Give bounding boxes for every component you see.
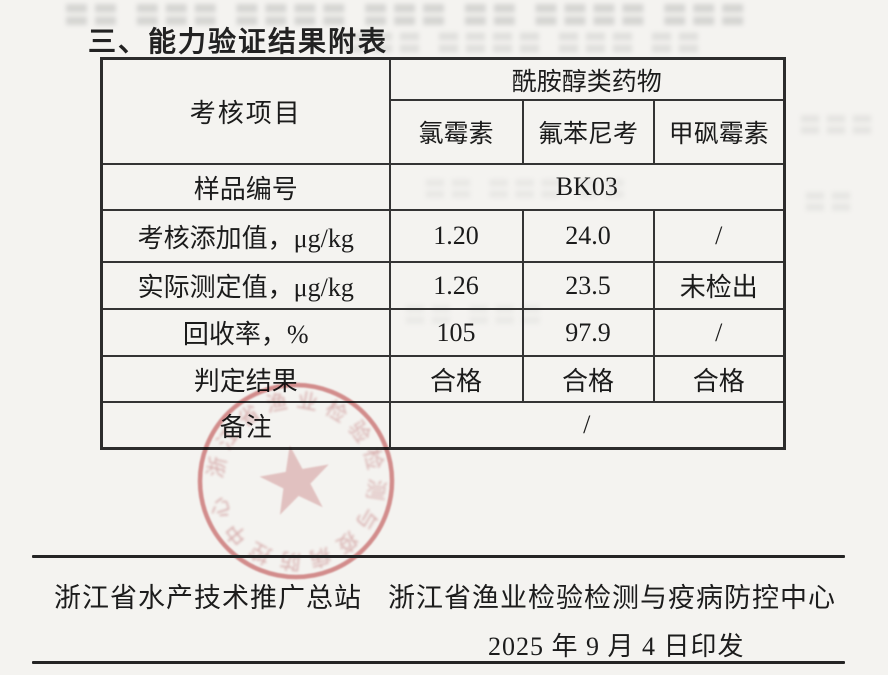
group-header-cell: 酰胺醇类药物 <box>388 57 786 101</box>
value-cell: 105 <box>388 308 524 357</box>
row-label: 判定结果 <box>100 355 391 403</box>
table-row: 氯霉素 氟苯尼考 甲砜霉素 <box>102 99 786 165</box>
value-cell: / <box>652 308 786 357</box>
verdict-cell: 合格 <box>388 355 524 403</box>
table-row: 考核项目 酰胺醇类药物 <box>100 57 786 165</box>
star-icon <box>259 445 329 515</box>
footer-org-left: 浙江省水产技术推广总站 <box>54 583 362 613</box>
row-label: 样品编号 <box>100 163 391 211</box>
table-row: 考核添加值，μg/kg 1.20 24.0 / <box>100 209 786 263</box>
bleedthrough-text: 〓〓 <box>800 191 853 216</box>
value-cell: 未检出 <box>652 261 786 310</box>
sample-id-cell: BK03 <box>388 163 786 211</box>
table-row: 回收率，% 105 97.9 / <box>100 308 786 357</box>
results-table: 考核项目 酰胺醇类药物 氯霉素 氟苯尼考 甲砜霉素 样品编号 BK03 考核添加… <box>100 57 787 450</box>
remark-cell: / <box>388 401 786 450</box>
footer-rule-bottom <box>32 661 845 664</box>
value-cell: 97.9 <box>521 308 655 357</box>
row-label: 实际测定值，μg/kg <box>100 261 391 310</box>
drug-column-header: 氯霉素 <box>388 99 524 165</box>
row-label: 考核添加值，μg/kg <box>100 209 391 263</box>
value-cell: / <box>652 209 786 263</box>
value-cell: 24.0 <box>521 209 655 263</box>
corner-header-cell: 考核项目 <box>100 57 391 165</box>
verdict-cell: 合格 <box>521 355 655 403</box>
table-row: 备注 / <box>100 401 786 450</box>
row-label: 备注 <box>100 401 391 450</box>
footer-rule-top <box>32 555 845 558</box>
page-title: 三、能力验证结果附表 <box>88 26 389 57</box>
bleedthrough-text: 〓〓〓 <box>795 114 874 139</box>
value-cell: 1.26 <box>388 261 524 310</box>
drug-column-header: 氟苯尼考 <box>521 99 655 165</box>
table-row: 实际测定值，μg/kg 1.26 23.5 未检出 <box>100 261 786 310</box>
drug-column-header: 甲砜霉素 <box>652 99 786 165</box>
footer-date: 2025 年 9 月 4 日印发 <box>488 632 745 661</box>
footer-org-right: 浙江省渔业检验检测与疫病防控中心 <box>388 583 836 613</box>
verdict-cell: 合格 <box>652 355 786 403</box>
bleedthrough-text: 〓〓 〓〓〓 〓〓〓〓 〓〓〓 <box>340 31 701 57</box>
value-cell: 23.5 <box>521 261 655 310</box>
table-row: 判定结果 合格 合格 合格 <box>100 355 786 403</box>
row-label: 回收率，% <box>100 308 391 357</box>
value-cell: 1.20 <box>388 209 524 263</box>
footer-organizations: 浙江省水产技术推广总站 浙江省渔业检验检测与疫病防控中心 <box>54 576 836 615</box>
table-row: 样品编号 BK03 <box>100 163 786 211</box>
